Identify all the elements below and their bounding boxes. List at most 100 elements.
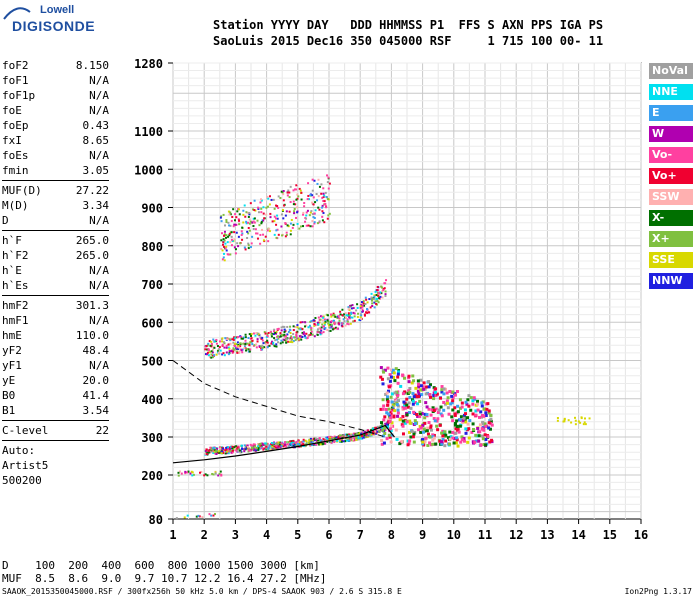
spread-echo-point [399,384,403,388]
echo-point [359,435,362,438]
echo-point [311,441,314,444]
echo-point [235,231,238,234]
spread-echo-point [477,439,481,443]
echo-point [309,194,312,197]
echo-point [294,339,297,342]
spread-echo-point [464,420,468,424]
param-value: 3.54 [82,404,110,417]
echo-point [384,422,387,425]
x-tick-label: 16 [634,528,648,542]
echo-point [330,323,333,326]
param-row: M(D) 3.34 [2,198,109,213]
spread-echo-point [435,424,439,428]
param-divider [2,440,109,441]
spread-echo-point [383,415,387,419]
echo-point [315,442,318,445]
spread-echo-point [465,402,469,406]
echo-point [293,443,296,446]
echo-point [352,320,355,323]
spread-echo-point [415,413,419,417]
echo-point [381,286,384,289]
echo-point [378,430,381,433]
echo-point [266,444,269,447]
spread-echo-point [428,383,432,387]
echo-point [275,330,278,333]
echo-point [295,335,298,338]
echo-point [237,346,240,349]
echo-point [363,314,366,317]
spread-echo-point [420,393,424,397]
spread-echo-point [473,440,477,444]
spread-echo-point [396,408,400,412]
spread-echo-point [434,387,438,391]
echo-point [329,436,332,439]
echo-point [294,326,297,329]
echo-point [301,328,304,331]
echo-point [301,335,304,338]
spread-echo-point [423,421,427,425]
echo-point [362,436,365,439]
echo-point [195,515,198,518]
echo-point [231,449,234,452]
echo-point [261,348,264,351]
spread-echo-point [448,389,452,393]
echo-point [251,339,254,342]
echo-point [293,207,296,210]
spread-echo-point [407,401,411,405]
echo-point [254,228,257,231]
echo-point [276,446,279,449]
spread-echo-point [480,404,484,408]
echo-point [267,447,270,450]
echo-point [215,447,218,450]
spread-echo-point [400,423,404,427]
echo-point [311,225,314,228]
echo-point [282,209,285,212]
param-value: 22 [95,424,109,437]
echo-point [366,435,369,438]
echo-point [336,322,339,325]
echo-point [222,213,225,216]
echo-point [248,213,251,216]
echo-point [393,404,396,407]
echo-point [221,343,224,346]
spread-echo-point [440,385,444,389]
echo-point [220,247,223,250]
x-tick-label: 11 [478,528,492,542]
param-name: MUF(D) [2,184,42,197]
spread-echo-point [389,440,393,444]
spread-echo-point [451,419,455,423]
echo-point [563,417,566,420]
echo-point [313,437,316,440]
echo-point [212,451,215,454]
spread-echo-point [474,409,478,413]
echo-point [289,233,292,236]
echo-point [361,308,364,311]
echo-point [252,225,255,228]
ionogram-chart: 1 2 3 4 5 6 7 8 9 10 11 12 13 14 15 1680200300400500600… [134,57,648,542]
echo-point [280,190,283,193]
echo-point [239,345,242,348]
echo-point [266,346,269,349]
spread-echo-point [379,366,383,370]
echo-point [241,232,244,235]
echo-point [344,316,347,319]
echo-point [395,397,398,400]
echo-point [324,326,327,329]
param-value: 0.43 [82,119,110,132]
echo-point [308,198,311,201]
echo-point [328,329,331,332]
spread-echo-point [453,392,457,396]
spread-echo-point [449,435,453,439]
spread-echo-point [470,430,474,434]
echo-point [298,335,301,338]
echo-point [297,441,300,444]
echo-point [313,222,316,225]
echo-point [370,429,373,432]
echo-point [299,321,302,324]
spread-echo-point [386,377,390,381]
echo-point [321,443,324,446]
echo-point [263,346,266,349]
echo-point [262,212,265,215]
echo-point [240,234,243,237]
echo-point [357,312,360,315]
